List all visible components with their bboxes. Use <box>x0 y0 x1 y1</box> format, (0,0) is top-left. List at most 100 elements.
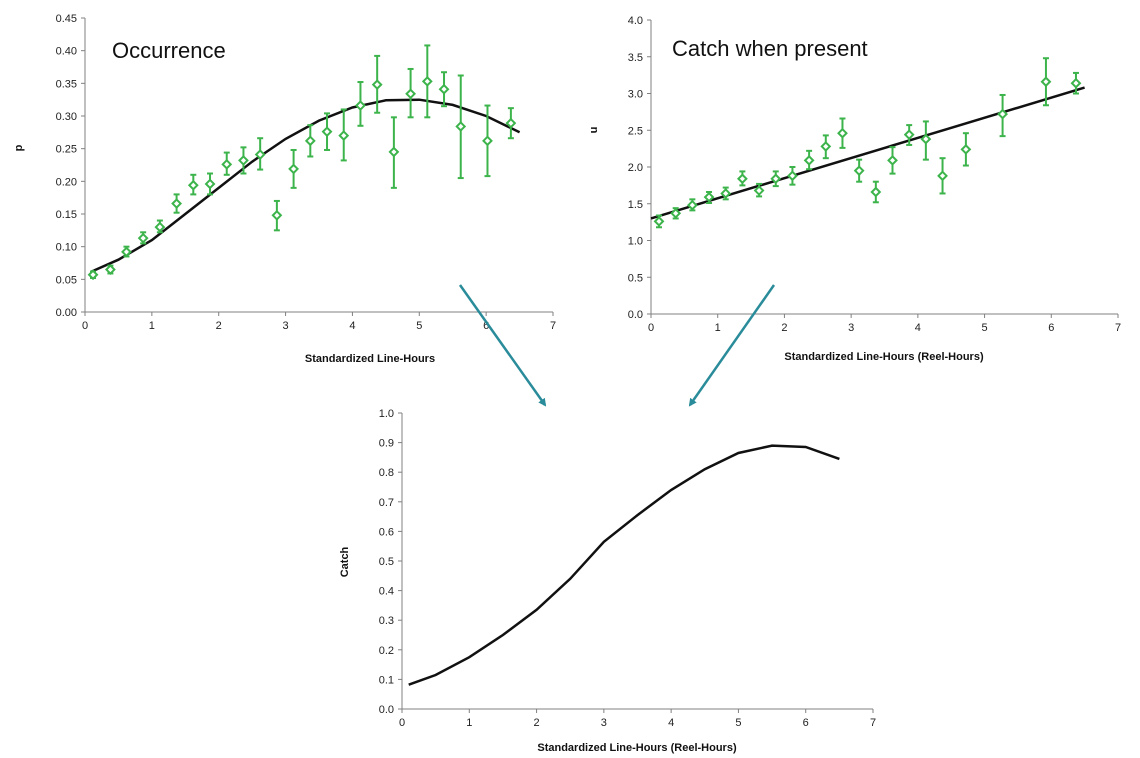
occurrence-fit-line <box>91 98 521 273</box>
occurrence-data-point <box>338 130 350 142</box>
occurrence-y-tick-label: 0.00 <box>56 307 77 319</box>
catch-when-present-data-point <box>803 154 815 166</box>
catch-x-tick-label: 6 <box>803 717 809 729</box>
occurrence-y-tick-label: 0.30 <box>56 111 77 123</box>
occurrence-data-point <box>204 178 216 190</box>
occurrence-data-point <box>171 198 183 209</box>
occurrence-x-tick-label: 7 <box>550 320 556 332</box>
catch-when-present-data-point <box>1070 77 1082 89</box>
occurrence-data-point <box>321 126 333 138</box>
catch-when-present-data-point <box>837 127 848 139</box>
occurrence-x-tick-label: 3 <box>283 320 289 332</box>
catch-x-tick-label: 3 <box>601 717 607 729</box>
occurrence-y-tick-label: 0.40 <box>56 46 77 58</box>
occurrence-x-tick-label: 2 <box>216 320 222 332</box>
catch-when-present-x-axis-title: Standardized Line-Hours (Reel-Hours) <box>784 351 984 363</box>
catch-when-present-fit-line <box>650 86 1085 220</box>
occurrence-marks <box>87 44 521 281</box>
catch-when-present-y-tick-label: 2.0 <box>628 162 643 174</box>
occurrence-x-tick-label: 4 <box>349 320 355 332</box>
catch-when-present-ticks: 0 1 2 3 4 5 6 7 0.0 0.5 1.0 1.5 2.0 2.5 3.0 3.5 4.0 <box>628 15 1121 334</box>
catch-y-axis-title: Catch <box>339 546 351 577</box>
catch-y-tick-label: 1.0 <box>379 408 394 420</box>
occurrence-data-point <box>87 269 99 281</box>
occurrence-data-point <box>405 88 417 100</box>
catch-x-tick-label: 4 <box>668 717 674 729</box>
catch-when-present-y-axis-title: u <box>588 127 600 134</box>
occurrence-y-tick-label: 0.20 <box>56 176 77 188</box>
catch-when-present-y-tick-label: 1.5 <box>628 199 643 211</box>
catch-when-present-data-point <box>997 108 1008 120</box>
catch-y-tick-label: 0.4 <box>379 586 394 598</box>
catch-when-present-data-point <box>937 170 948 182</box>
occurrence-y-tick-label: 0.35 <box>56 78 77 90</box>
occurrence-data-point <box>288 163 300 175</box>
catch-x-tick-label: 1 <box>466 717 472 729</box>
catch-when-present-data-point <box>903 129 915 141</box>
catch-when-present-data-point <box>703 191 715 203</box>
catch-when-present-x-tick-label: 2 <box>781 322 787 334</box>
catch-axes <box>401 413 873 710</box>
occurrence-data-point <box>271 209 283 221</box>
catch-when-present-data-point <box>686 199 698 211</box>
catch-when-present-y-tick-label: 3.5 <box>628 52 643 64</box>
occurrence-x-tick-label: 5 <box>416 320 422 332</box>
catch-when-present-x-tick-label: 7 <box>1115 322 1121 334</box>
catch-y-tick-label: 0.3 <box>379 615 394 627</box>
catch-x-axis-title: Standardized Line-Hours (Reel-Hours) <box>537 742 737 754</box>
catch-when-present-data-point <box>670 207 682 219</box>
catch-when-present-chart-title: Catch when present <box>672 36 868 61</box>
catch-x-tick-label: 7 <box>870 717 876 729</box>
catch-when-present-x-tick-label: 6 <box>1048 322 1054 334</box>
occurrence-y-tick-label: 0.25 <box>56 144 77 156</box>
catch-chart: Standardized Line-Hours (Reel-Hours) Cat… <box>339 408 876 754</box>
catch-when-present-data-point <box>1040 76 1052 88</box>
catch-marks <box>408 444 840 686</box>
catch-y-tick-label: 0.5 <box>379 556 394 568</box>
catch-when-present-x-tick-label: 0 <box>648 322 654 334</box>
occurrence-x-tick-label: 0 <box>82 320 88 332</box>
catch-x-tick-label: 5 <box>735 717 741 729</box>
occurrence-x-tick-label: 6 <box>483 320 489 332</box>
occurrence-data-point <box>254 149 266 160</box>
occurrence-y-tick-label: 0.05 <box>56 274 77 286</box>
catch-when-present-data-point <box>736 173 748 185</box>
occurrence-data-point <box>304 135 316 147</box>
arrow-catch-when-present-to-catch <box>688 284 776 407</box>
catch-y-tick-label: 0.6 <box>379 526 394 538</box>
catch-when-present-data-point <box>770 173 782 185</box>
occurrence-data-point <box>388 146 400 158</box>
catch-y-tick-label: 0.0 <box>379 704 394 716</box>
occurrence-data-point <box>104 264 116 275</box>
occurrence-data-point <box>221 158 233 170</box>
catch-when-present-data-point <box>853 165 865 177</box>
catch-x-tick-label: 2 <box>534 717 540 729</box>
occurrence-chart-title: Occurrence <box>112 38 226 63</box>
catch-when-present-y-tick-label: 3.0 <box>628 89 643 101</box>
catch-when-present-marks <box>650 57 1085 229</box>
occurrence-data-point <box>137 232 149 244</box>
catch-when-present-x-tick-label: 3 <box>848 322 854 334</box>
catch-when-present-data-point <box>920 133 932 145</box>
catch-when-present-data-point <box>720 188 732 199</box>
occurrence-x-tick-label: 1 <box>149 320 155 332</box>
occurrence-data-point <box>154 221 166 233</box>
occurrence-y-tick-label: 0.10 <box>56 242 77 254</box>
catch-when-present-y-tick-label: 4.0 <box>628 15 643 27</box>
occurrence-y-axis-title: p <box>13 144 25 151</box>
catch-when-present-x-tick-label: 4 <box>915 322 921 334</box>
catch-y-tick-label: 0.8 <box>379 467 394 479</box>
occurrence-data-point <box>505 117 517 129</box>
catch-when-present-data-point <box>787 170 798 182</box>
occurrence-x-axis-title: Standardized Line-Hours <box>305 353 435 365</box>
occurrence-y-tick-label: 0.45 <box>56 13 77 25</box>
catch-when-present-data-point <box>960 143 972 155</box>
catch-y-tick-label: 0.1 <box>379 674 394 686</box>
catch-when-present-x-tick-label: 1 <box>715 322 721 334</box>
occurrence-data-point <box>421 75 433 87</box>
catch-when-present-data-point <box>887 154 898 166</box>
catch-when-present-y-tick-label: 2.5 <box>628 125 643 137</box>
occurrence-chart: Occurrence Standardized Line-Hours p 0 1 2… <box>13 13 556 365</box>
occurrence-data-point <box>482 135 493 147</box>
occurrence-data-point <box>371 79 383 91</box>
